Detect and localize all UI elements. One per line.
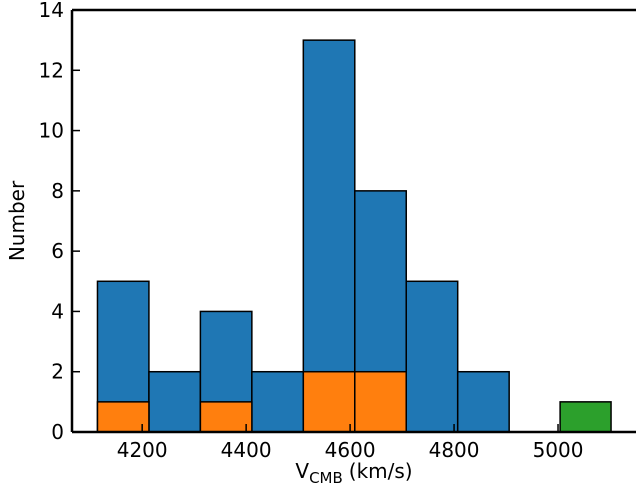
x-label-suffix: (km/s) — [349, 459, 413, 483]
y-axis-label: Number — [5, 180, 29, 261]
bar — [302, 39, 356, 433]
y-tick-label: 12 — [39, 58, 64, 82]
y-tick-label: 6 — [51, 239, 64, 263]
bar — [302, 370, 356, 433]
y-tick-label: 0 — [51, 420, 64, 444]
y-tick-label: 4 — [51, 299, 64, 323]
x-axis-label: VCMB (km/s) — [295, 459, 412, 487]
y-tick-label: 2 — [51, 360, 64, 384]
x-tick-label: 4400 — [221, 438, 272, 462]
bar — [456, 370, 510, 433]
bar — [251, 370, 305, 433]
bar — [148, 370, 202, 433]
x-tick-label: 4800 — [429, 438, 480, 462]
x-tick-label: 4200 — [117, 438, 168, 462]
bar — [96, 401, 150, 433]
bar — [199, 401, 253, 433]
x-label-main: V — [295, 459, 309, 483]
bar — [354, 370, 407, 433]
y-tick-label: 10 — [39, 119, 64, 143]
x-tick-label: 4600 — [325, 438, 376, 462]
bar — [559, 401, 612, 433]
y-tick-label: 14 — [39, 0, 64, 22]
x-tick-label: 5000 — [533, 438, 584, 462]
x-label-subscript: CMB — [309, 469, 343, 487]
bar — [405, 280, 459, 433]
y-tick-label: 8 — [51, 179, 64, 203]
